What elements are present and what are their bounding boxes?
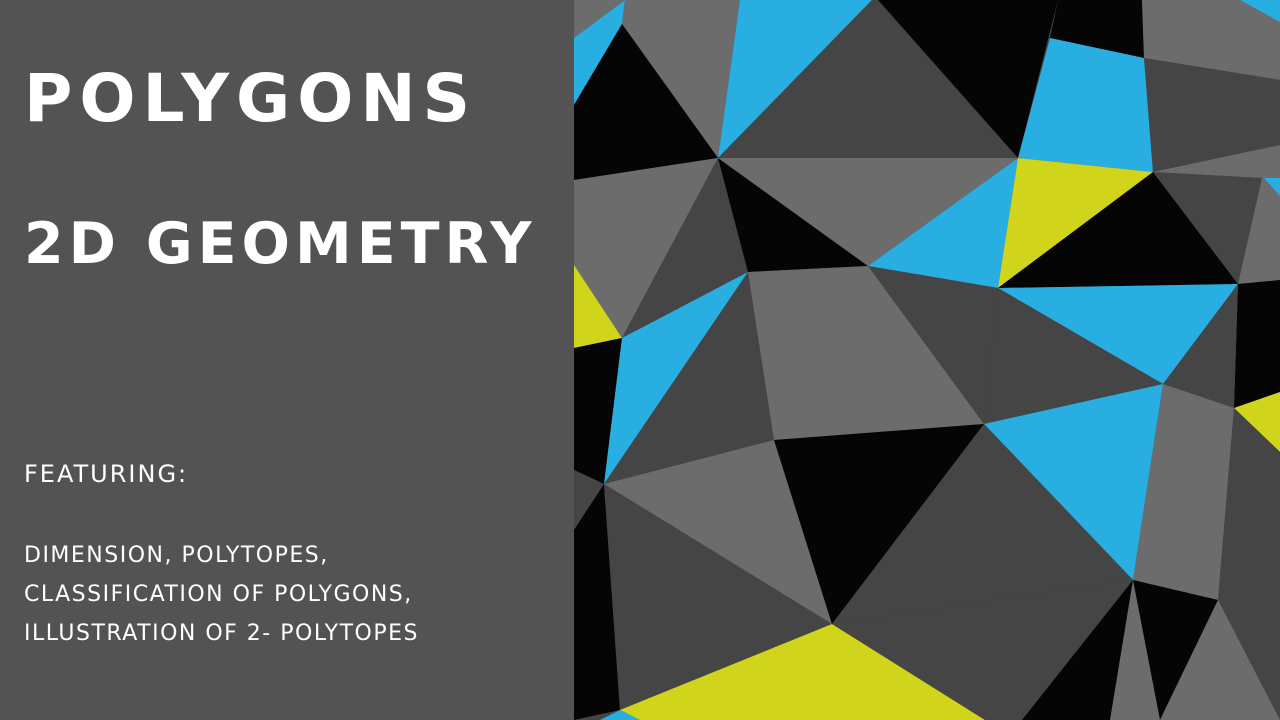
slide-title: POLYGONS [24, 60, 478, 137]
featuring-label: FEATURING: [24, 460, 189, 488]
left-panel: POLYGONS 2D GEOMETRY FEATURING: DIMENSIO… [0, 0, 574, 720]
feature-line: CLASSIFICATION OF POLYGONS, [24, 582, 413, 607]
polygon-pattern-image [574, 0, 1280, 720]
polygon-mosaic [574, 0, 1280, 720]
feature-line: DIMENSION, POLYTOPES, [24, 543, 329, 568]
slide-subtitle: 2D GEOMETRY [24, 211, 537, 277]
feature-list: DIMENSION, POLYTOPES, CLASSIFICATION OF … [24, 536, 419, 653]
feature-line: ILLUSTRATION OF 2- POLYTOPES [24, 621, 419, 646]
